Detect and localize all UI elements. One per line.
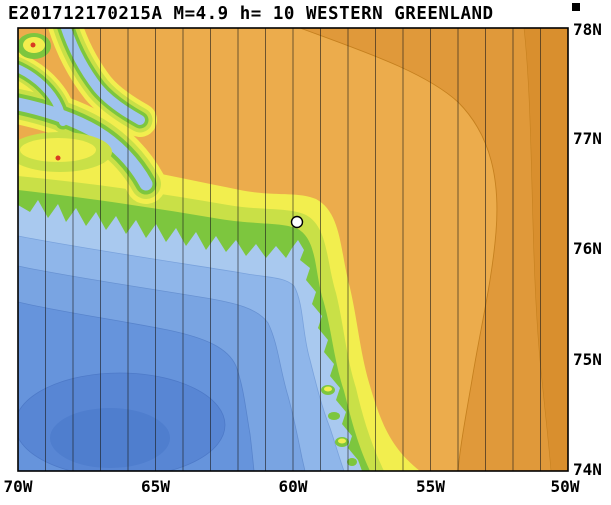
highland-contour-2 — [523, 28, 568, 471]
offshore-island-core — [324, 386, 332, 392]
map-frame — [17, 27, 569, 472]
archipelago-channels — [18, 28, 166, 204]
lon-label: 55W — [416, 477, 445, 496]
offshore-island — [347, 458, 357, 466]
page-title: E201712170215A M=4.9 h= 10 WESTERN GREEN… — [8, 4, 494, 24]
elevation-spot-red — [55, 155, 61, 161]
lon-label: 50W — [551, 477, 580, 496]
map-content — [18, 28, 568, 471]
lat-label: 74N — [573, 460, 602, 479]
isthmus-yellow — [20, 138, 96, 162]
lat-label: 75N — [573, 350, 602, 369]
channel-water — [18, 64, 67, 126]
bathymetry-basin-core — [50, 408, 170, 468]
channel-water — [60, 28, 145, 125]
latitude-axis: 78N 77N 76N 75N 74N — [573, 20, 602, 479]
lat-label: 78N — [573, 20, 602, 39]
lon-label: 65W — [141, 477, 170, 496]
lat-label: 76N — [573, 239, 602, 258]
channel-water — [18, 97, 153, 191]
corner-mark — [572, 3, 580, 11]
offshore-island — [328, 412, 340, 420]
lon-label: 70W — [4, 477, 33, 496]
epicenter-circle — [290, 215, 304, 229]
highland-contour — [299, 28, 568, 471]
lon-label: 60W — [279, 477, 308, 496]
meridian-grid — [45, 28, 541, 471]
elevation-spot-red — [30, 42, 36, 48]
lat-label: 77N — [573, 129, 602, 148]
longitude-axis: 70W 65W 60W 55W 50W — [4, 477, 580, 496]
offshore-island-core — [338, 438, 346, 444]
